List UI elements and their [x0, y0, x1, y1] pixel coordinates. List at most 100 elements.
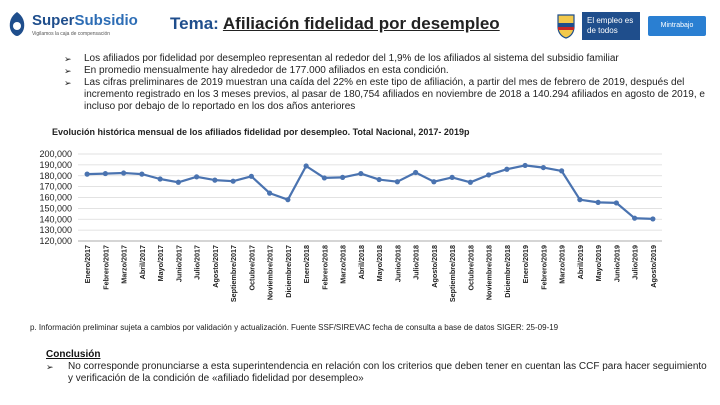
x-tick-label: Diciembre/2018 — [503, 245, 512, 298]
bullet-item: ➢ Los afiliados por fidelidad por desempl… — [64, 53, 714, 65]
bullet-text: En promedio mensualmente hay alrededor d… — [84, 65, 449, 76]
data-point — [303, 163, 309, 169]
data-point — [102, 170, 108, 177]
x-tick-label: Mayo/2018 — [375, 245, 384, 281]
data-point — [358, 170, 364, 177]
data-point — [194, 174, 200, 180]
data-point — [504, 166, 510, 172]
bullet-arrow-icon: ➢ — [64, 66, 72, 76]
data-point — [413, 169, 419, 176]
data-point — [175, 179, 181, 185]
data-point — [230, 178, 236, 184]
logo-name-main: Super — [32, 12, 75, 29]
data-point — [267, 190, 273, 196]
x-tick-label: Marzo/2019 — [558, 245, 567, 284]
y-tick-label: 140,000 — [39, 214, 72, 224]
gov-badge: El empleo es de todos — [582, 12, 640, 40]
logo-name: SuperSubsidio — [32, 12, 138, 29]
x-tick-label: Febrero/2017 — [101, 245, 110, 290]
data-point — [394, 179, 400, 185]
data-point — [540, 164, 546, 171]
bullet-arrow-icon: ➢ — [46, 362, 54, 372]
ministry-logo: Mintrabajo — [648, 16, 706, 36]
data-point — [321, 175, 327, 181]
x-tick-label: Enero/2017 — [83, 245, 92, 283]
y-tick-label: 200,000 — [39, 149, 72, 159]
x-tick-label: Agosto/2017 — [211, 245, 220, 288]
x-tick-label: Junio/2019 — [612, 245, 621, 282]
x-tick-label: Julio/2017 — [193, 245, 202, 280]
y-tick-label: 150,000 — [39, 203, 72, 213]
chart-points — [84, 162, 656, 222]
chart-title: Evolución histórica mensual de los afili… — [52, 127, 470, 137]
data-point — [212, 177, 218, 183]
data-point — [632, 215, 638, 221]
data-point — [248, 173, 254, 179]
x-tick-label: Abril/2019 — [576, 245, 585, 279]
data-point — [121, 170, 127, 176]
x-tick-label: Mayo/2019 — [594, 245, 603, 281]
x-tick-label: Septiembre/2017 — [229, 245, 238, 302]
y-tick-label: 130,000 — [39, 225, 72, 235]
x-tick-label: Agosto/2018 — [430, 245, 439, 288]
bullet-text: Los afiliados por fidelidad por desemple… — [84, 53, 619, 64]
chart-gridlines — [78, 153, 662, 242]
x-tick-label: Marzo/2018 — [339, 245, 348, 284]
x-tick-label: Julio/2019 — [631, 245, 640, 280]
data-point — [486, 172, 492, 178]
bullet-item: ➢ En promedio mensualmente hay alrededor … — [64, 65, 714, 77]
data-point — [449, 174, 455, 180]
x-tick-label: Abril/2018 — [357, 245, 366, 279]
coat-of-arms-icon — [557, 14, 575, 39]
x-tick-label: Marzo/2017 — [120, 245, 129, 284]
page-title-text: Afiliación fidelidad por desempleo — [222, 14, 500, 33]
data-point — [467, 179, 473, 185]
data-point — [84, 171, 90, 177]
data-point — [650, 216, 656, 222]
x-tick-label: Julio/2018 — [412, 245, 421, 280]
x-tick-label: Noviembre/2018 — [485, 245, 494, 300]
x-tick-label: Abril/2017 — [138, 245, 147, 279]
bullet-arrow-icon: ➢ — [64, 78, 72, 88]
data-point — [157, 176, 163, 182]
summary-bullets: ➢ Los afiliados por fidelidad por desempl… — [64, 53, 714, 113]
x-tick-label: Noviembre/2017 — [266, 245, 275, 300]
conclusion-text-block: ➢ No corresponde pronunciarse a esta sup… — [46, 361, 708, 385]
x-tick-label: Enero/2019 — [521, 245, 530, 283]
logo-mark-icon — [9, 12, 25, 36]
x-axis-ticks: Enero/2017 Febrero/2017 Marzo/2017 Abril/20… — [83, 245, 658, 302]
x-tick-label: Diciembre/2017 — [284, 245, 293, 298]
x-tick-label: Febrero/2019 — [539, 245, 548, 290]
data-point — [376, 176, 382, 183]
data-point — [613, 200, 619, 206]
y-tick-label: 120,000 — [39, 236, 72, 246]
x-tick-label: Junio/2018 — [393, 245, 402, 282]
bullet-arrow-icon: ➢ — [64, 54, 72, 64]
y-tick-label: 190,000 — [39, 160, 72, 170]
x-tick-label: Junio/2017 — [174, 245, 183, 282]
data-point — [285, 197, 291, 203]
x-tick-label: Octubre/2018 — [466, 245, 475, 291]
page-title: Tema: Afiliación fidelidad por desempleo — [170, 14, 500, 34]
conclusion-heading: Conclusión — [46, 349, 101, 360]
data-point — [340, 174, 346, 180]
data-point — [139, 171, 145, 177]
x-tick-label: Mayo/2017 — [156, 245, 165, 281]
source-footnote: p. Información preliminar sujeta a cambi… — [30, 323, 559, 332]
data-point — [595, 199, 601, 205]
x-tick-label: Octubre/2017 — [247, 245, 256, 291]
supersubsidio-logo: SuperSubsidio Vigilamos la caja de compe… — [6, 8, 156, 42]
x-tick-label: Septiembre/2018 — [448, 245, 457, 302]
data-point — [577, 197, 583, 203]
x-tick-label: Agosto/2019 — [649, 245, 658, 288]
chart-series — [87, 164, 653, 220]
data-point — [522, 162, 528, 169]
y-axis-ticks: 120,000130,000140,000150,000160,000170,0… — [39, 149, 72, 246]
y-tick-label: 160,000 — [39, 193, 72, 203]
y-tick-label: 180,000 — [39, 171, 72, 181]
x-tick-label: Enero/2018 — [302, 245, 311, 283]
series-line — [87, 164, 653, 220]
conclusion-text: No corresponde pronunciarse a esta super… — [68, 361, 707, 384]
x-tick-label: Febrero/2018 — [320, 245, 329, 290]
bullet-item: ➢ Las cifras preliminares de 2019 muestra… — [64, 77, 714, 113]
